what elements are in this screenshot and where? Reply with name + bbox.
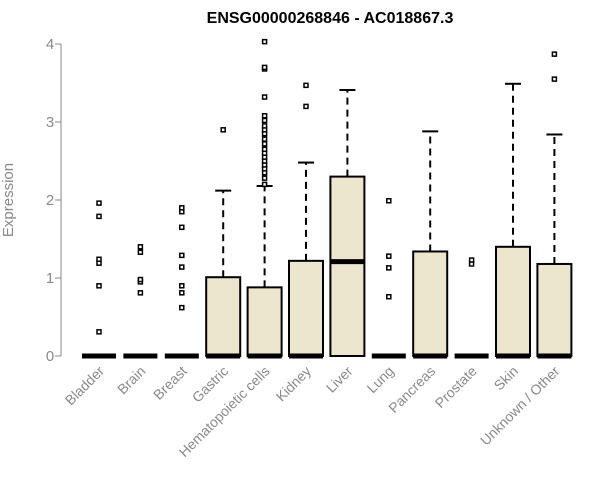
box-lung xyxy=(371,198,406,359)
outlier-point xyxy=(137,249,144,256)
box-body xyxy=(412,250,449,357)
box-skin xyxy=(495,82,531,359)
outlier-point xyxy=(137,290,144,296)
outlier-point xyxy=(386,253,392,259)
y-axis: 0 1 2 3 4 xyxy=(46,36,62,365)
y-tick-label: 2 xyxy=(46,192,54,209)
x-tick-label: Skin xyxy=(491,363,522,394)
outlier-point xyxy=(96,283,102,289)
outlier-point xyxy=(551,76,558,82)
outlier-point xyxy=(179,224,185,231)
outlier-point xyxy=(261,136,268,142)
x-tick-label: Breast xyxy=(150,363,190,403)
box-liver xyxy=(329,89,366,357)
box-body xyxy=(495,245,531,357)
outlier-point xyxy=(386,293,392,300)
outlier-point xyxy=(137,244,144,250)
y-tick-label: 3 xyxy=(46,114,54,131)
box-brain xyxy=(123,244,158,359)
outlier-point xyxy=(179,290,185,296)
box-breast xyxy=(164,205,199,359)
y-tick-label: 1 xyxy=(46,270,54,287)
x-tick-label: Prostate xyxy=(432,363,480,411)
box-pancreas xyxy=(412,130,449,359)
outlier-point xyxy=(303,103,309,110)
box-body xyxy=(329,175,366,357)
outlier-point xyxy=(96,329,102,335)
outlier-point xyxy=(179,205,185,211)
outlier-point xyxy=(179,264,185,270)
outlier-point xyxy=(179,252,185,259)
box-unknown-other xyxy=(536,51,573,359)
outlier-point xyxy=(261,113,268,119)
x-tick-label: Kidney xyxy=(273,363,315,405)
outlier-point xyxy=(261,146,268,153)
outlier-point xyxy=(220,127,226,133)
box-prostate xyxy=(454,257,489,359)
outlier-point xyxy=(303,82,309,89)
box-kidney xyxy=(288,82,324,359)
outlier-point xyxy=(96,213,102,220)
box-body xyxy=(246,286,283,357)
outlier-point xyxy=(261,94,268,100)
box-body xyxy=(536,262,573,357)
outlier-point xyxy=(261,64,268,71)
x-tick-label: Unknown / Other xyxy=(477,363,563,449)
x-tick-label: Brain xyxy=(114,363,148,397)
outlier-point xyxy=(386,265,392,271)
x-tick-label: Bladder xyxy=(62,363,108,409)
outlier-point xyxy=(261,117,268,124)
outlier-point xyxy=(261,181,268,188)
x-tick-label: Liver xyxy=(323,363,356,396)
box-hematopoietic-cells xyxy=(246,38,283,359)
outlier-point xyxy=(261,123,268,129)
x-tick-label: Lung xyxy=(364,363,397,396)
y-axis-label: Expression xyxy=(0,163,17,237)
y-tick-label: 4 xyxy=(46,36,54,53)
outlier-point xyxy=(468,257,475,263)
box-bladder xyxy=(82,200,116,359)
box-gastric xyxy=(205,127,242,359)
outlier-point xyxy=(386,198,392,204)
outlier-point xyxy=(179,304,185,311)
outlier-point xyxy=(137,276,144,283)
box-series xyxy=(82,38,573,359)
box-body xyxy=(288,259,324,357)
outlier-point xyxy=(551,51,558,57)
outlier-point xyxy=(261,38,268,45)
outlier-point xyxy=(96,256,102,263)
box-body xyxy=(205,276,242,357)
outlier-point xyxy=(96,200,102,206)
y-tick-label: 0 xyxy=(46,348,54,365)
outlier-point xyxy=(261,175,268,181)
chart-title: ENSG00000268846 - AC018867.3 xyxy=(207,10,454,27)
outlier-point xyxy=(261,141,268,147)
outlier-point xyxy=(179,283,185,289)
